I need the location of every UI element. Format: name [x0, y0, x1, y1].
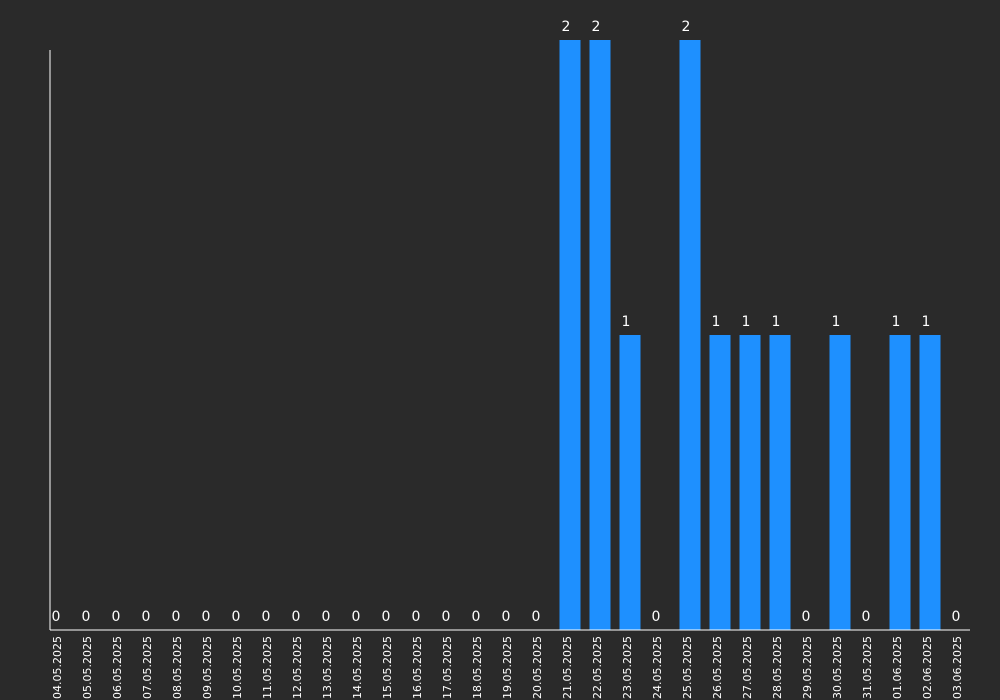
value-label-21.05.2025: 2	[562, 19, 571, 35]
x-tick-label-29.05.2025: 29.05.2025	[801, 636, 814, 699]
x-tick-labels-group: 04.05.2025 05.05.2025 06.05.2025 07.05.2025…	[51, 636, 964, 699]
bar-27.05.2025	[739, 335, 761, 630]
value-label-25.05.2025: 2	[682, 19, 691, 35]
value-label-22.05.2025: 2	[592, 19, 601, 35]
x-tick-label-05.05.2025: 05.05.2025	[81, 636, 94, 699]
value-label-28.05.2025: 1	[772, 314, 781, 330]
bar-02.06.2025	[919, 335, 941, 630]
bar-28.05.2025	[769, 335, 791, 630]
value-labels-group: 0 0 0 0 0 0 0 0 0 0 0 0 0 0 0 0 0 2 2 1 0 2 1 1 1 0 1 0 1 1 0	[52, 19, 961, 625]
value-label-09.05.2025: 0	[202, 609, 211, 625]
x-tick-label-03.06.2025: 03.06.2025	[951, 636, 964, 699]
value-label-23.05.2025: 1	[622, 314, 631, 330]
x-tick-label-30.05.2025: 30.05.2025	[831, 636, 844, 699]
value-label-11.05.2025: 0	[262, 609, 271, 625]
x-tick-label-12.05.2025: 12.05.2025	[291, 636, 304, 699]
x-tick-label-21.05.2025: 21.05.2025	[561, 636, 574, 699]
x-tick-label-26.05.2025: 26.05.2025	[711, 636, 724, 699]
x-tick-label-15.05.2025: 15.05.2025	[381, 636, 394, 699]
value-label-08.05.2025: 0	[172, 609, 181, 625]
value-label-20.05.2025: 0	[532, 609, 541, 625]
axes-group	[49, 50, 970, 631]
x-tick-label-06.05.2025: 06.05.2025	[111, 636, 124, 699]
value-label-15.05.2025: 0	[382, 609, 391, 625]
x-tick-label-19.05.2025: 19.05.2025	[501, 636, 514, 699]
x-tick-label-27.05.2025: 27.05.2025	[741, 636, 754, 699]
x-tick-label-11.05.2025: 11.05.2025	[261, 636, 274, 699]
value-label-17.05.2025: 0	[442, 609, 451, 625]
x-tick-label-13.05.2025: 13.05.2025	[321, 636, 334, 699]
x-tick-label-10.05.2025: 10.05.2025	[231, 636, 244, 699]
x-tick-label-31.05.2025: 31.05.2025	[861, 636, 874, 699]
x-tick-label-22.05.2025: 22.05.2025	[591, 636, 604, 699]
value-label-06.05.2025: 0	[112, 609, 121, 625]
value-label-01.06.2025: 1	[892, 314, 901, 330]
value-label-30.05.2025: 1	[832, 314, 841, 330]
x-tick-label-20.05.2025: 20.05.2025	[531, 636, 544, 699]
value-label-13.05.2025: 0	[322, 609, 331, 625]
x-tick-label-28.05.2025: 28.05.2025	[771, 636, 784, 699]
x-tick-label-18.05.2025: 18.05.2025	[471, 636, 484, 699]
value-label-31.05.2025: 0	[862, 609, 871, 625]
x-tick-label-16.05.2025: 16.05.2025	[411, 636, 424, 699]
x-tick-label-14.05.2025: 14.05.2025	[351, 636, 364, 699]
x-tick-label-01.06.2025: 01.06.2025	[891, 636, 904, 699]
value-label-18.05.2025: 0	[472, 609, 481, 625]
value-label-16.05.2025: 0	[412, 609, 421, 625]
x-tick-label-24.05.2025: 24.05.2025	[651, 636, 664, 699]
x-tick-label-02.06.2025: 02.06.2025	[921, 636, 934, 699]
value-label-24.05.2025: 0	[652, 609, 661, 625]
x-tick-label-25.05.2025: 25.05.2025	[681, 636, 694, 699]
bar-25.05.2025	[679, 40, 701, 630]
value-label-26.05.2025: 1	[712, 314, 721, 330]
bar-26.05.2025	[709, 335, 731, 630]
value-label-04.05.2025: 0	[52, 609, 61, 625]
bar-21.05.2025	[559, 40, 581, 630]
x-tick-label-09.05.2025: 09.05.2025	[201, 636, 214, 699]
bars-group	[559, 40, 941, 630]
x-tick-label-23.05.2025: 23.05.2025	[621, 636, 634, 699]
value-label-07.05.2025: 0	[142, 609, 151, 625]
x-tick-label-07.05.2025: 07.05.2025	[141, 636, 154, 699]
x-tick-label-04.05.2025: 04.05.2025	[51, 636, 64, 699]
bar-23.05.2025	[619, 335, 641, 630]
value-label-29.05.2025: 0	[802, 609, 811, 625]
value-label-10.05.2025: 0	[232, 609, 241, 625]
value-label-03.06.2025: 0	[952, 609, 961, 625]
bar-22.05.2025	[589, 40, 611, 630]
x-tick-label-17.05.2025: 17.05.2025	[441, 636, 454, 699]
value-label-12.05.2025: 0	[292, 609, 301, 625]
value-label-14.05.2025: 0	[352, 609, 361, 625]
value-label-02.06.2025: 1	[922, 314, 931, 330]
value-label-19.05.2025: 0	[502, 609, 511, 625]
bar-30.05.2025	[829, 335, 851, 630]
bar-01.06.2025	[889, 335, 911, 630]
value-label-05.05.2025: 0	[82, 609, 91, 625]
x-tick-label-08.05.2025: 08.05.2025	[171, 636, 184, 699]
value-label-27.05.2025: 1	[742, 314, 751, 330]
